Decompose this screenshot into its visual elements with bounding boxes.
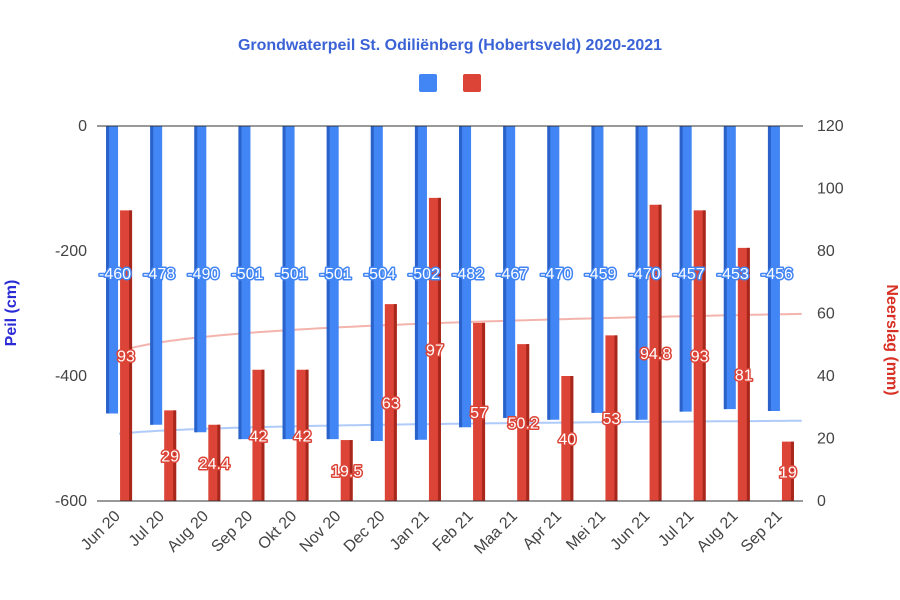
data-label-neerslag: 40 xyxy=(558,432,576,449)
y-right-tick-label: 0 xyxy=(817,493,826,510)
bar-neerslag-shade xyxy=(614,335,618,501)
data-label-peil: -501 xyxy=(231,266,263,283)
bar-neerslag-shade xyxy=(173,410,177,501)
bar-peil-shade xyxy=(767,126,771,411)
data-label-neerslag: 42 xyxy=(250,428,268,445)
x-tick-label: Aug 20 xyxy=(164,508,212,556)
y-left-tick-label: -400 xyxy=(55,368,87,385)
x-tick-label: Dec 20 xyxy=(341,508,389,556)
y-left-tick-label: -600 xyxy=(55,493,87,510)
data-label-neerslag: 19.5 xyxy=(331,464,362,481)
bar-peil-shade xyxy=(370,126,374,441)
bar-peil-shade xyxy=(238,126,242,440)
data-label-peil: -456 xyxy=(761,266,793,283)
x-tick-label: Jul 20 xyxy=(126,508,168,550)
bar-peil-shade xyxy=(194,126,198,433)
legend-swatch-neerslag[interactable] xyxy=(463,74,481,92)
y-right-tick-label: 40 xyxy=(817,368,835,385)
bar-neerslag-shade xyxy=(437,197,441,501)
data-label-neerslag: 93 xyxy=(691,349,709,366)
bar-neerslag-shade xyxy=(482,322,486,501)
data-label-peil: -470 xyxy=(629,266,661,283)
data-label-neerslag: 19 xyxy=(779,464,797,481)
bar-neerslag-shade xyxy=(746,247,750,501)
bar-peil-shade xyxy=(503,126,507,418)
bar-neerslag-shade xyxy=(349,440,353,501)
bar-peil-shade xyxy=(414,126,418,440)
data-label-peil: -502 xyxy=(408,266,440,283)
data-label-peil: -504 xyxy=(364,266,396,283)
y-left-tick-label: -200 xyxy=(55,243,87,260)
x-tick-label: Jun 21 xyxy=(607,508,653,554)
data-label-peil: -501 xyxy=(320,266,352,283)
x-tick-label: Jun 20 xyxy=(78,508,124,554)
data-label-neerslag: 42 xyxy=(294,428,312,445)
bar-neerslag-shade xyxy=(570,376,574,501)
bar-neerslag-shade xyxy=(393,304,397,501)
data-label-peil: -453 xyxy=(717,266,749,283)
y-right-axis-title: Neerslag (mm) xyxy=(883,284,900,395)
x-tick-label: Aug 21 xyxy=(694,508,742,556)
data-label-peil: -459 xyxy=(584,266,616,283)
y-right-tick-label: 60 xyxy=(817,306,835,323)
y-left-tick-label: 0 xyxy=(78,118,87,135)
y-right-tick-label: 20 xyxy=(817,431,835,448)
data-label-peil: -467 xyxy=(496,266,528,283)
bar-peil-shade xyxy=(459,126,463,428)
bar-peil-shade xyxy=(547,126,551,420)
data-label-neerslag: 57 xyxy=(470,405,488,422)
x-tick-label: Feb 21 xyxy=(430,508,477,555)
bar-peil-shade xyxy=(723,126,727,410)
bar-neerslag-shade xyxy=(129,210,133,501)
bar-neerslag-shade xyxy=(702,210,706,501)
data-label-peil: -457 xyxy=(673,266,705,283)
data-label-neerslag: 93 xyxy=(117,349,135,366)
bar-peil-shade xyxy=(591,126,595,413)
data-label-neerslag: 24.4 xyxy=(199,456,230,473)
bar-peil-shade xyxy=(326,126,330,440)
y-right-tick-label: 100 xyxy=(817,181,844,198)
bar-peil-shade xyxy=(679,126,683,412)
data-label-peil: -478 xyxy=(143,266,175,283)
data-label-neerslag: 50.2 xyxy=(508,416,539,433)
bar-neerslag-shade xyxy=(658,204,662,501)
x-tick-label: Okt 20 xyxy=(255,508,300,553)
x-tick-label: Nov 20 xyxy=(297,508,345,556)
data-label-neerslag: 94.8 xyxy=(640,346,671,363)
data-label-peil: -490 xyxy=(187,266,219,283)
bar-neerslag-shade xyxy=(526,344,530,501)
data-label-peil: -501 xyxy=(276,266,308,283)
x-tick-label: Maa 21 xyxy=(471,508,521,558)
x-tick-label: Sep 21 xyxy=(738,508,786,556)
data-label-neerslag: 63 xyxy=(382,396,400,413)
data-label-layer: -460 93 -478 29 -490 24.4 -501 42 -501 42 -501 19.5… xyxy=(98,265,799,483)
x-tick-label: Sep 20 xyxy=(208,508,256,556)
bar-neerslag-shade xyxy=(790,441,794,501)
data-label-neerslag: 53 xyxy=(603,411,621,428)
bar-peil-shade xyxy=(150,126,154,425)
bar-neerslag-shade xyxy=(217,424,221,501)
y-right-tick-label: 120 xyxy=(817,118,844,135)
chart-title: Grondwaterpeil St. Odiliënberg (Hobertsv… xyxy=(238,37,662,54)
data-label-neerslag: 29 xyxy=(161,449,179,466)
data-label-neerslag: 97 xyxy=(426,342,444,359)
x-tick-label: Apr 21 xyxy=(520,508,565,553)
legend-swatch-peil[interactable] xyxy=(419,74,437,92)
bar-peil-shade xyxy=(635,126,639,420)
data-label-neerslag: 81 xyxy=(735,367,753,384)
data-label-peil: -482 xyxy=(452,266,484,283)
x-tick-label: Jan 21 xyxy=(387,508,433,554)
bar-peil-shade xyxy=(106,126,110,414)
bar-peil-shade xyxy=(282,126,286,440)
y-left-axis-title: Peil (cm) xyxy=(3,280,20,347)
bar-neerslag-shade xyxy=(261,369,265,501)
bar-neerslag-shade xyxy=(305,369,309,501)
data-label-peil: -460 xyxy=(99,266,131,283)
bar-layer xyxy=(106,126,794,501)
x-tick-label: Mei 21 xyxy=(563,508,609,554)
x-tick-label: Jul 21 xyxy=(655,508,697,550)
data-label-peil: -470 xyxy=(540,266,572,283)
y-right-tick-label: 80 xyxy=(817,243,835,260)
